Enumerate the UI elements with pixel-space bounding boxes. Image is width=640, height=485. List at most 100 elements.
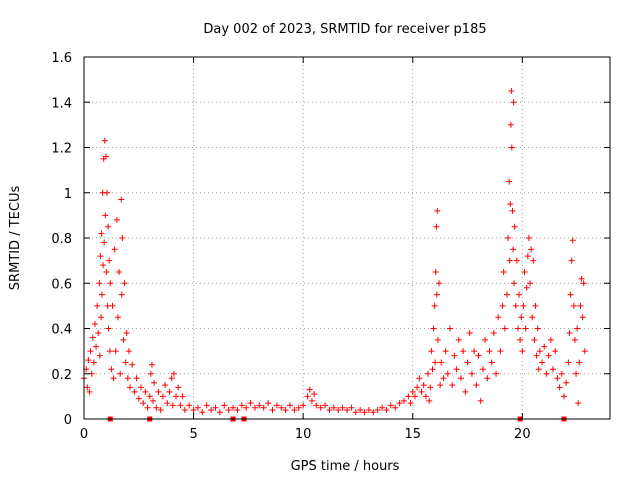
data-point <box>432 359 439 366</box>
data-point <box>500 268 507 275</box>
data-point <box>527 280 534 287</box>
data-point <box>539 359 546 366</box>
data-point <box>511 223 518 230</box>
y-tick-label: 0.4 <box>51 323 72 338</box>
data-point <box>131 388 138 395</box>
data-point <box>433 291 440 298</box>
data-point <box>103 268 110 275</box>
data-point <box>110 375 117 382</box>
y-tick-label: 1.6 <box>51 51 72 66</box>
data-point <box>535 366 542 373</box>
data-point <box>579 314 586 321</box>
data-point <box>278 404 285 411</box>
data-point <box>256 402 263 409</box>
data-point <box>94 302 101 309</box>
y-tick-label: 1.4 <box>51 96 72 111</box>
data-point <box>508 87 515 94</box>
data-point <box>155 388 162 395</box>
data-point <box>497 348 504 355</box>
data-point <box>519 348 526 355</box>
data-point <box>578 275 585 282</box>
y-axis-label: SRMTID / TECUs <box>8 186 23 291</box>
data-point <box>510 99 517 106</box>
data-point <box>243 404 250 411</box>
data-point <box>455 336 462 343</box>
data-point <box>186 402 193 409</box>
data-point <box>108 366 115 373</box>
data-point <box>348 404 355 411</box>
points-layer <box>81 87 588 416</box>
data-point <box>518 314 525 321</box>
data-point <box>434 207 441 214</box>
data-point <box>513 257 520 264</box>
data-point <box>506 257 513 264</box>
data-point <box>190 406 197 413</box>
data-point <box>541 343 548 350</box>
data-point <box>525 235 532 241</box>
data-point <box>460 348 467 355</box>
y-tick-label: 0.6 <box>51 277 72 292</box>
data-point <box>486 348 493 355</box>
data-point <box>361 409 368 416</box>
data-point <box>173 393 180 400</box>
data-point <box>457 375 464 382</box>
data-point <box>306 386 313 393</box>
data-point <box>203 402 210 409</box>
data-point <box>509 207 516 214</box>
data-point <box>304 393 311 400</box>
data-point <box>571 336 578 343</box>
data-point <box>105 223 112 230</box>
data-point <box>431 302 438 309</box>
data-point <box>400 397 407 404</box>
data-point <box>101 239 108 246</box>
data-point <box>291 406 298 413</box>
data-point <box>422 393 429 400</box>
data-point <box>426 397 433 404</box>
data-point <box>117 370 124 377</box>
data-point <box>153 404 160 411</box>
data-point <box>127 384 134 391</box>
data-point <box>96 352 103 359</box>
data-point <box>430 325 437 332</box>
data-point <box>109 302 116 309</box>
data-point <box>208 406 215 413</box>
data-point <box>265 400 272 407</box>
data-point <box>322 402 329 409</box>
data-point <box>531 336 538 343</box>
data-point <box>107 280 114 287</box>
data-point <box>568 257 575 264</box>
data-point <box>576 359 583 366</box>
data-point <box>96 280 103 287</box>
data-point <box>529 314 536 321</box>
data-point <box>507 201 514 208</box>
data-point <box>137 384 144 391</box>
data-point <box>552 348 559 355</box>
data-point <box>536 348 543 355</box>
data-point <box>550 366 557 373</box>
data-point <box>300 402 307 409</box>
data-point <box>230 404 237 411</box>
data-point <box>111 246 118 253</box>
data-point <box>260 404 267 411</box>
data-point <box>101 137 108 144</box>
data-point <box>477 397 484 404</box>
data-point <box>326 406 333 413</box>
data-point <box>247 400 254 407</box>
data-point <box>170 370 177 377</box>
data-point <box>100 262 107 269</box>
data-point <box>440 375 447 382</box>
data-point <box>580 280 587 287</box>
data-point <box>473 382 480 389</box>
data-point <box>520 302 527 309</box>
data-point <box>86 388 93 395</box>
data-point <box>251 404 258 411</box>
data-point <box>379 404 386 411</box>
data-point <box>106 257 113 264</box>
data-point <box>581 348 588 355</box>
data-point <box>335 406 342 413</box>
data-point <box>437 382 444 389</box>
data-point <box>482 336 489 343</box>
data-point <box>462 388 469 395</box>
data-point <box>493 370 500 377</box>
data-point <box>558 370 565 377</box>
